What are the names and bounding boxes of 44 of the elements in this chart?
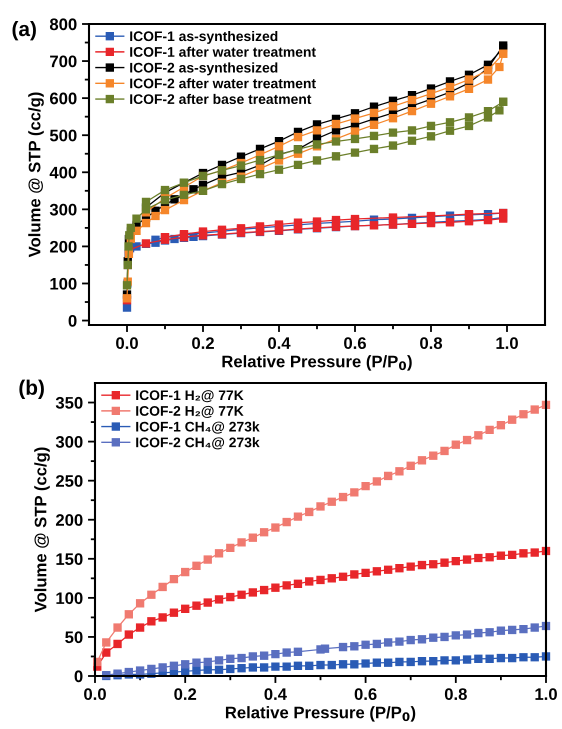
legend-label: ICOF-1 after water treatment — [130, 46, 316, 57]
legend-label: ICOF-1 as-synthesized — [130, 30, 278, 44]
legend-label: ICOF-2 CH₄@ 273k — [136, 437, 260, 450]
x-axis-title: Relative Pressure (P/P$_{0}$) — [226, 706, 416, 722]
y-tick-label: 0 — [68, 314, 77, 327]
y-tick-label: 100 — [50, 278, 77, 290]
y-tick-label: 350 — [56, 396, 83, 409]
y-tick-label: 0 — [74, 670, 83, 682]
y-tick-label: 700 — [50, 55, 77, 68]
x-tick-label: 0.4 — [264, 688, 287, 700]
y-tick-label: 150 — [56, 553, 83, 566]
x-tick-label: 0.6 — [354, 688, 377, 700]
legend-label: ICOF-1 CH₄@ 273k — [136, 421, 260, 434]
y-tick-label: 300 — [50, 204, 77, 216]
legend-label: ICOF-2 after base treatment — [130, 94, 312, 104]
y-tick-label: 300 — [56, 436, 83, 448]
legend-label: ICOF-2 H₂@ 77K — [136, 406, 244, 418]
y-tick-label: 800 — [50, 18, 77, 30]
y-tick-label: 50 — [65, 631, 83, 644]
x-tick-label: 1.0 — [496, 337, 518, 350]
y-tick-label: 250 — [56, 475, 83, 487]
x-tick-label: 0.0 — [116, 337, 138, 350]
y-axis-title: Volume @ STP (cc/g) — [34, 447, 50, 612]
x-tick-label: 0.6 — [344, 337, 366, 350]
x-tick-label: 0.4 — [268, 337, 290, 350]
x-tick-label: 0.8 — [420, 337, 442, 350]
y-tick-label: 500 — [50, 130, 77, 142]
y-tick-label: 600 — [50, 92, 77, 104]
x-tick-label: 0.2 — [174, 688, 196, 700]
chart-title: (b) — [19, 380, 44, 400]
y-tick-label: 200 — [50, 240, 77, 253]
x-tick-label: 0.0 — [84, 688, 106, 700]
chart-title: (a) — [12, 20, 36, 40]
legend-label: ICOF-1 H₂@ 77K — [136, 390, 244, 402]
x-axis-title: Relative Pressure (P/P$_{0}$) — [222, 355, 412, 371]
legend-label: ICOF-2 as-synthesized — [130, 62, 278, 76]
y-axis-title: Volume @ STP (cc/g) — [28, 92, 44, 258]
y-tick-label: 200 — [56, 514, 83, 526]
legend-label: ICOF-2 after water treatment — [130, 78, 316, 88]
y-tick-label: 400 — [50, 166, 77, 178]
y-tick-label: 100 — [56, 592, 83, 604]
x-tick-label: 1.0 — [535, 688, 557, 700]
x-tick-label: 0.2 — [192, 337, 214, 350]
x-tick-label: 0.8 — [444, 688, 467, 700]
